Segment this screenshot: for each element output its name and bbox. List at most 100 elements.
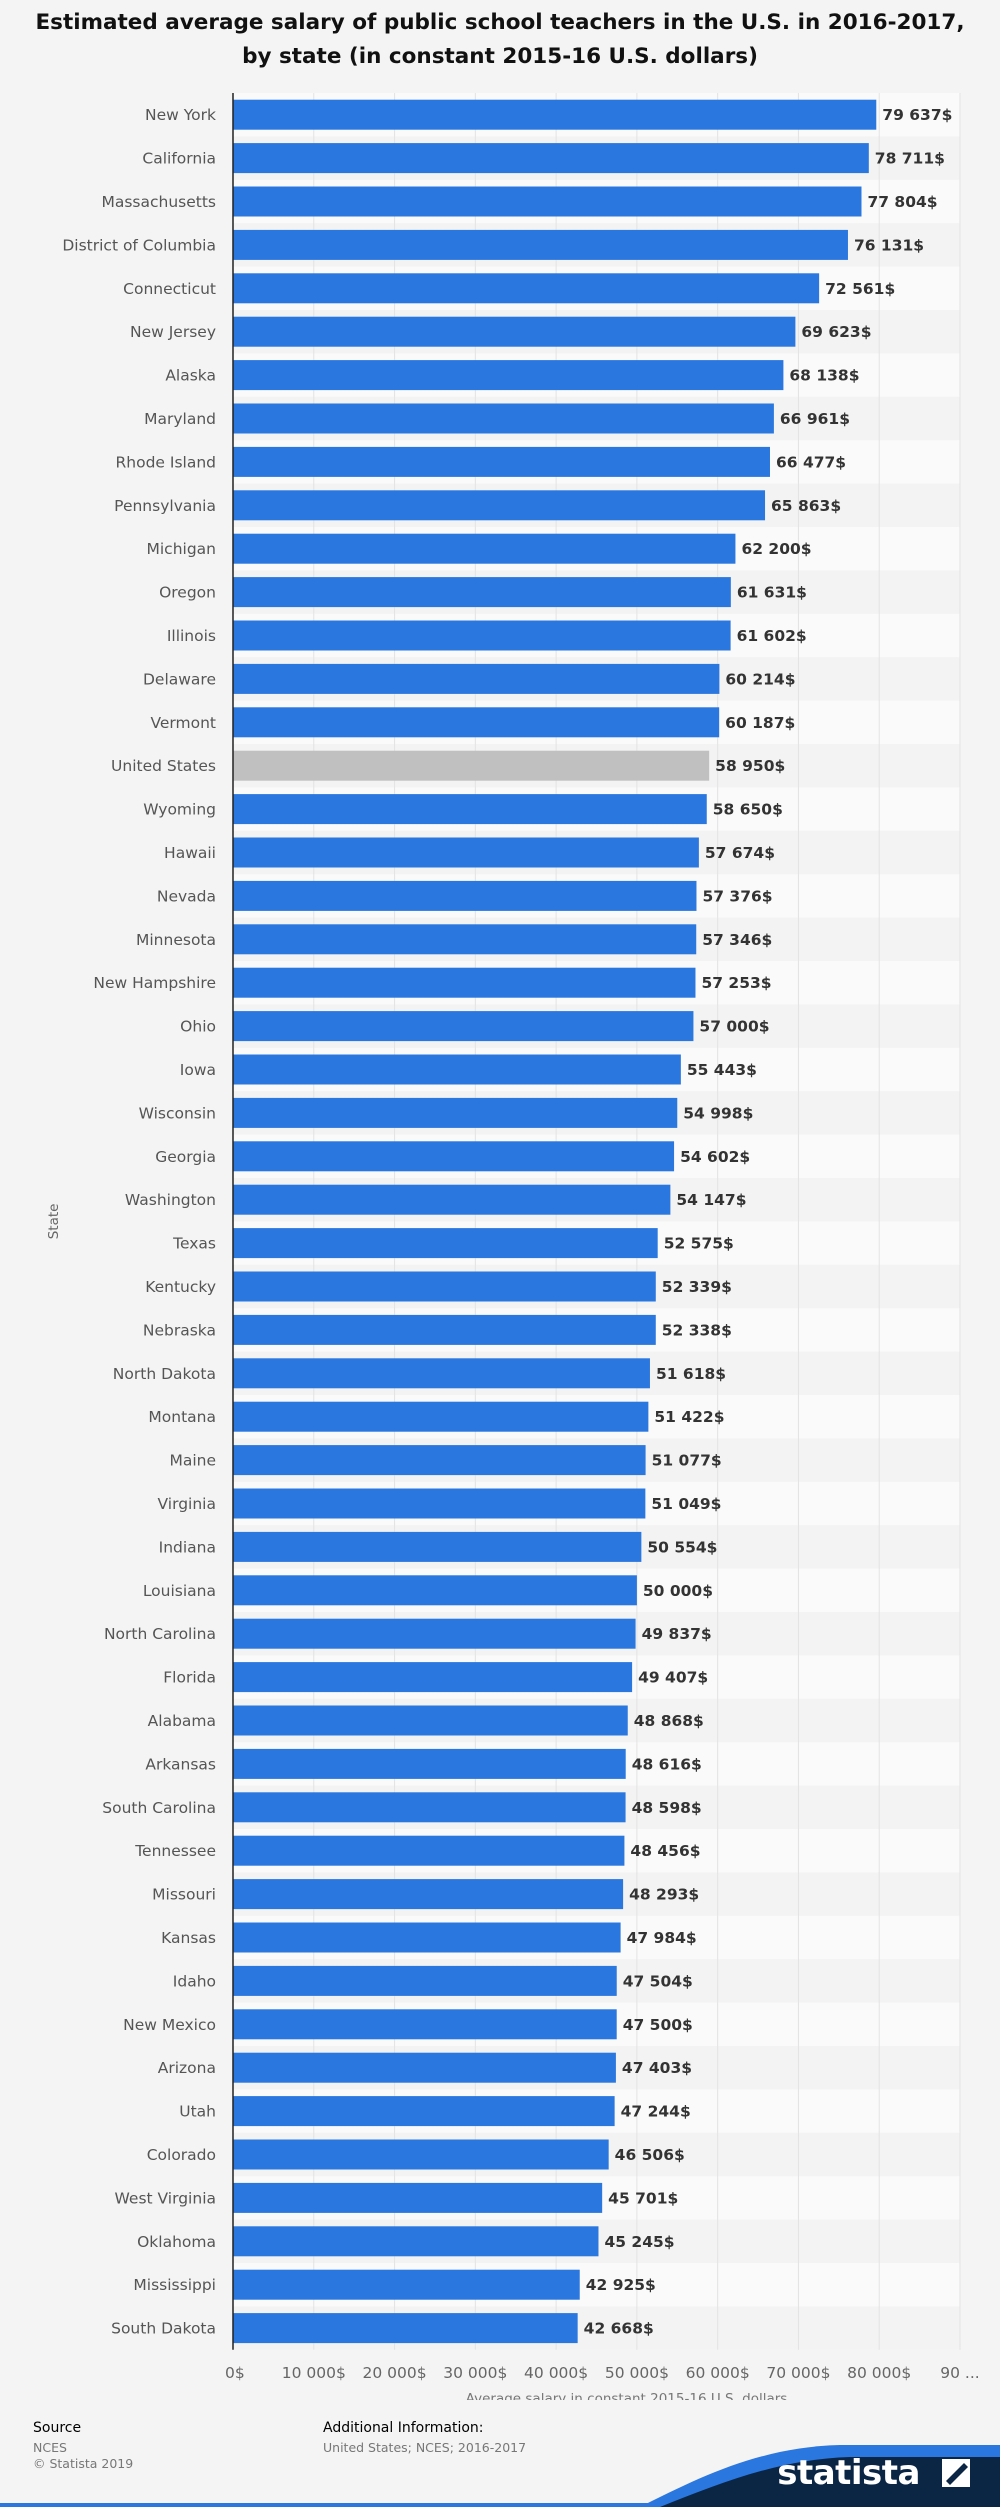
- value-label: 58 950$: [715, 757, 785, 775]
- value-label: 48 616$: [632, 1755, 702, 1773]
- value-label: 57 000$: [699, 1018, 769, 1036]
- value-label: 42 668$: [584, 2320, 654, 2338]
- bar: [233, 403, 774, 434]
- category-label: Kentucky: [145, 1278, 216, 1296]
- bar: [233, 2009, 617, 2040]
- bar: [233, 1358, 650, 1389]
- bar: [233, 1488, 646, 1519]
- value-label: 52 339$: [662, 1278, 732, 1296]
- category-label: Wyoming: [143, 801, 216, 819]
- value-label: 47 244$: [621, 2103, 691, 2121]
- footer-banner: [0, 2445, 1000, 2507]
- value-label: 42 925$: [586, 2276, 656, 2294]
- category-label: Nebraska: [143, 1321, 216, 1339]
- value-label: 55 443$: [687, 1061, 757, 1079]
- category-label: Louisiana: [143, 1582, 216, 1600]
- value-label: 50 000$: [643, 1582, 713, 1600]
- category-label: United States: [111, 757, 216, 775]
- bar: [233, 99, 877, 130]
- bar: [233, 1271, 656, 1302]
- category-label: California: [142, 150, 216, 168]
- bar: [233, 360, 784, 391]
- value-label: 48 598$: [632, 1799, 702, 1817]
- bar: [233, 1965, 617, 1996]
- category-label: Georgia: [155, 1148, 216, 1166]
- value-label: 66 477$: [776, 453, 846, 471]
- category-label: New York: [145, 106, 216, 124]
- bar: [233, 2226, 599, 2257]
- chart-title: Estimated average salary of public schoo…: [35, 10, 965, 69]
- category-label: Nevada: [157, 887, 216, 905]
- bar: [233, 2269, 580, 2300]
- value-label: 57 376$: [702, 887, 772, 905]
- x-tick-label: 70 000$: [766, 2364, 830, 2382]
- value-label: 50 554$: [647, 1538, 717, 1556]
- bar: [233, 1835, 625, 1866]
- value-label: 78 711$: [875, 150, 945, 168]
- category-label: South Carolina: [102, 1799, 216, 1817]
- value-label: 48 456$: [630, 1842, 700, 1860]
- bar: [233, 794, 707, 825]
- category-label: Arizona: [158, 2059, 216, 2077]
- category-label: West Virginia: [115, 2189, 216, 2207]
- category-label: Texas: [172, 1235, 216, 1253]
- category-label: District of Columbia: [62, 236, 216, 254]
- bar: [233, 1314, 656, 1345]
- x-tick-label: 90 ...: [940, 2364, 979, 2382]
- y-axis-title: State: [46, 1204, 62, 1240]
- bar: [233, 316, 796, 347]
- category-label: Idaho: [173, 1972, 216, 1990]
- value-label: 54 998$: [683, 1104, 753, 1122]
- value-label: 57 346$: [702, 931, 772, 949]
- value-label: 79 637$: [882, 106, 952, 124]
- category-label: Hawaii: [164, 844, 216, 862]
- bar: [233, 924, 697, 955]
- x-tick-label: 80 000$: [847, 2364, 911, 2382]
- bar: [233, 750, 710, 781]
- value-label: 61 631$: [737, 584, 807, 602]
- bar-chart: 0$ 10 000$ 20 000$ 30 000$ 40 000$ 50 000$ 60 …: [46, 93, 980, 2400]
- x-tick-label: 60 000$: [686, 2364, 750, 2382]
- value-label: 52 575$: [664, 1235, 734, 1253]
- value-label: 48 868$: [634, 1712, 704, 1730]
- bar: [233, 1879, 624, 1910]
- value-label: 45 701$: [608, 2189, 678, 2207]
- value-label: 69 623$: [801, 323, 871, 341]
- source-heading: Source: [33, 2420, 82, 2436]
- value-label: 61 602$: [737, 627, 807, 645]
- category-label: Vermont: [150, 714, 216, 732]
- category-label: New Jersey: [130, 323, 216, 341]
- bar: [233, 1748, 626, 1779]
- category-label: Florida: [163, 1669, 216, 1687]
- value-label: 77 804$: [867, 193, 937, 211]
- bar: [233, 1184, 671, 1215]
- value-label: 66 961$: [780, 410, 850, 428]
- category-label: Alabama: [148, 1712, 216, 1730]
- value-label: 51 077$: [652, 1452, 722, 1470]
- value-label: 47 500$: [623, 2016, 693, 2034]
- bar: [233, 1618, 636, 1649]
- bar: [233, 1531, 642, 1562]
- category-label: New Mexico: [123, 2016, 216, 2034]
- value-label: 76 131$: [854, 236, 924, 254]
- category-label: North Carolina: [104, 1625, 216, 1643]
- category-label: Pennsylvania: [114, 497, 216, 515]
- value-label: 60 214$: [725, 670, 795, 688]
- bar: [233, 186, 862, 217]
- bar: [233, 533, 736, 564]
- category-label: Alaska: [165, 367, 216, 385]
- category-label: Montana: [148, 1408, 216, 1426]
- bar: [233, 490, 766, 521]
- value-label: 68 138$: [789, 367, 859, 385]
- category-label: Maryland: [144, 410, 216, 428]
- value-label: 60 187$: [725, 714, 795, 732]
- value-label: 54 147$: [676, 1191, 746, 1209]
- value-label: 52 338$: [662, 1321, 732, 1339]
- bar: [233, 2052, 616, 2083]
- category-label: Massachusetts: [101, 193, 216, 211]
- category-label: Michigan: [147, 540, 217, 558]
- bar: [233, 2096, 615, 2127]
- value-label: 45 245$: [604, 2233, 674, 2251]
- x-tick-label: 0$: [225, 2364, 245, 2382]
- value-label: 51 422$: [654, 1408, 724, 1426]
